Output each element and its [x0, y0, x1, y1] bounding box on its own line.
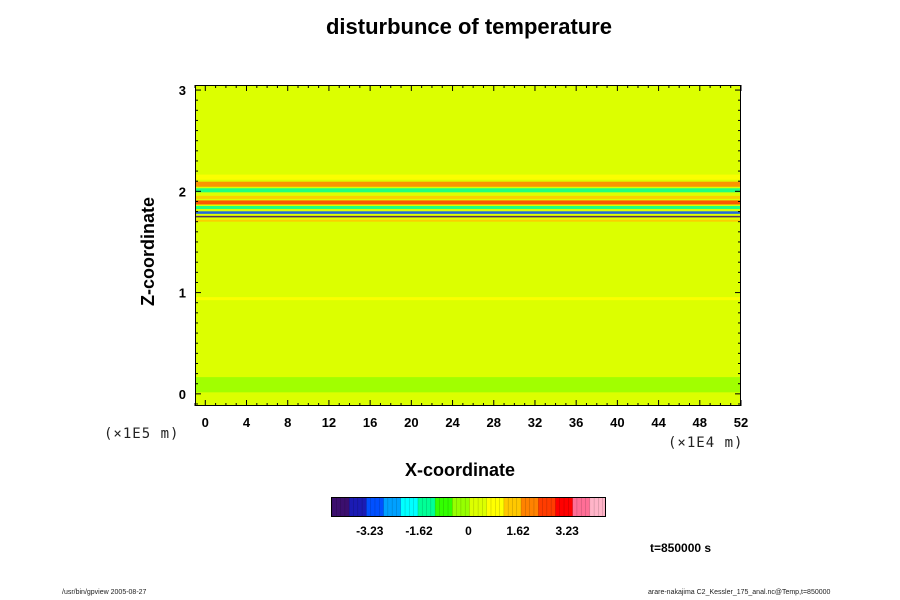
colorbar-swatch — [349, 498, 367, 516]
heatmap-field — [196, 86, 740, 405]
field-band-4 — [196, 200, 740, 205]
x-tick-label: 0 — [202, 415, 209, 430]
colorbar-swatch — [469, 498, 488, 516]
colorbar-swatch — [503, 498, 522, 516]
colorbar-swatch — [521, 498, 539, 516]
colorbar-gradient — [332, 498, 605, 516]
colorbar — [331, 497, 606, 517]
field-band-2 — [196, 188, 740, 193]
field-band-1 — [196, 181, 740, 187]
colorbar-swatch — [366, 498, 385, 516]
colorbar-tick-label: 3.23 — [555, 524, 579, 538]
plot-area — [195, 85, 741, 406]
footer-left: /usr/bin/gpview 2005-08-27 — [62, 589, 147, 596]
field-band-8 — [196, 219, 740, 222]
colorbar-swatch — [417, 498, 436, 516]
footer-right: arare-nakajima C2_Kessler_175_anal.nc@Te… — [648, 589, 831, 596]
colorbar-swatch — [435, 498, 453, 516]
y-tick-label: 3 — [179, 83, 186, 98]
field-band-7 — [196, 215, 740, 218]
x-tick-label: 16 — [363, 415, 377, 430]
y-axis-label: Z-coordinate — [138, 196, 158, 306]
x-tick-label: 20 — [404, 415, 418, 430]
y-tick-label: 2 — [179, 184, 186, 199]
x-tick-label: 52 — [734, 415, 748, 430]
field-band-3 — [196, 195, 740, 199]
x-tick-label: 4 — [243, 415, 251, 430]
colorbar-tick-label: 1.62 — [506, 524, 530, 538]
x-tick-label: 8 — [284, 415, 291, 430]
colorbar-swatch — [452, 498, 470, 516]
x-tick-label: 48 — [693, 415, 707, 430]
colorbar-swatch — [538, 498, 556, 516]
colorbar-tick-label: 0 — [465, 524, 472, 538]
colorbar-swatch — [486, 498, 505, 516]
chart-title: disturbunce of temperature — [325, 14, 613, 39]
x-tick-label: 36 — [569, 415, 583, 430]
colorbar-swatch — [589, 498, 605, 516]
x-tick-label: 28 — [487, 415, 501, 430]
colorbar-swatch — [383, 498, 402, 516]
field-background — [196, 86, 740, 405]
x-tick-label: 12 — [322, 415, 336, 430]
colorbar-swatch — [555, 498, 574, 516]
colorbar-tick-label: -1.62 — [405, 524, 433, 538]
colorbar-swatch — [400, 498, 419, 516]
field-band-9 — [196, 297, 740, 301]
x-axis-label: X-coordinate — [405, 460, 516, 480]
x-tick-label: 24 — [445, 415, 460, 430]
colorbar-tick-label: -3.23 — [356, 524, 384, 538]
y-tick-label: 0 — [179, 387, 186, 402]
x-tick-label: 40 — [610, 415, 624, 430]
x-axis-unit: (×1E4 m) — [668, 435, 744, 451]
field-band-5 — [196, 205, 740, 210]
field-band-0 — [196, 174, 740, 180]
colorbar-swatch — [572, 498, 591, 516]
x-tick-label: 32 — [528, 415, 542, 430]
y-axis-unit: (×1E5 m) — [104, 426, 180, 442]
time-label: t=850000 s — [650, 541, 712, 555]
y-tick-label: 1 — [179, 286, 186, 301]
x-tick-label: 44 — [651, 415, 666, 430]
field-band-6 — [196, 211, 740, 214]
field-band-10 — [196, 377, 740, 393]
colorbar-swatch — [332, 498, 350, 516]
